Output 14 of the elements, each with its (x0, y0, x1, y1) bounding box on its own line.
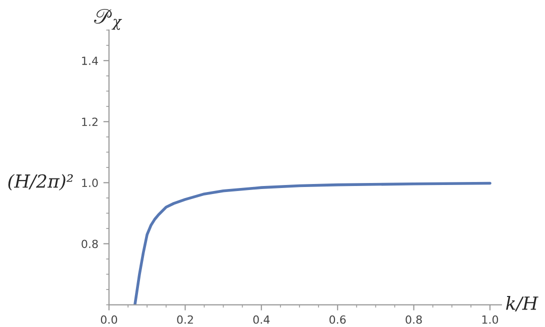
y-tick-label: 1.4 (82, 56, 98, 65)
y-tick-label: 0.8 (82, 240, 98, 248)
chart-title: 𝒫$_{χ}$ (94, 9, 122, 30)
x-axis-title: k/H (506, 296, 538, 312)
y-tick-label: 1.2 (82, 118, 98, 126)
x-tick-label: 1.0 (482, 315, 498, 324)
x-tick-label: 0.4 (253, 315, 270, 324)
x-tick-label: 0.6 (329, 315, 346, 324)
x-tick-label: 0.0 (100, 315, 118, 324)
y-tick-label: 1.0 (82, 178, 98, 188)
x-tick-label: 0.8 (406, 315, 422, 324)
y-axis-title: (H/2π)² (8, 174, 73, 190)
line-series (134, 182, 492, 305)
x-tick-label: 0.2 (177, 315, 193, 324)
